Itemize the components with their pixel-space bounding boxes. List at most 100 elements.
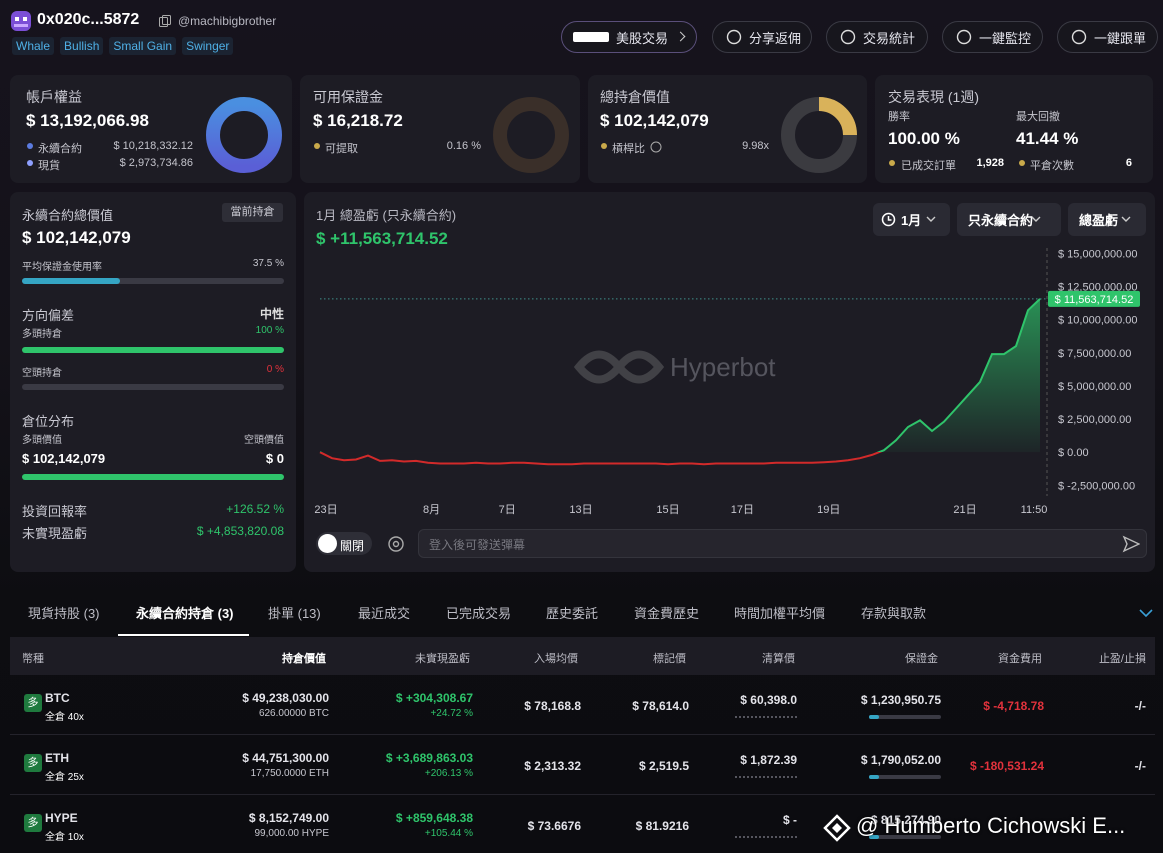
tag[interactable]: Whale [12,37,55,55]
x-tick-label: 8月 [423,504,440,516]
collapse-icon[interactable] [1139,608,1153,618]
donut [781,97,857,173]
tab[interactable]: 歷史委託 [546,606,599,621]
card-title: 帳戶權益 [26,89,82,105]
side-badge: 多 [24,754,42,772]
header-button[interactable]: 分享返佣 [712,21,812,53]
scope-select[interactable]: 只永續合約 [957,203,1061,236]
header-button[interactable]: 一鍵監控 [942,21,1043,53]
y-tick-label: $ 10,000,000.00 [1058,315,1138,327]
panel-value: $ 102,142,079 [22,228,131,247]
button-label: 分享返佣 [749,30,802,46]
metric-select[interactable]: 總盈虧 [1068,203,1146,236]
pnl-percent: +24.72 % [430,708,473,719]
dist-label: 空頭價值 [244,435,284,446]
tab[interactable]: 時間加權平均價 [734,606,826,621]
button-label: 一鍵監控 [979,30,1032,46]
message-input[interactable]: 登入後可發送彈幕 [418,529,1147,558]
long-label: 多頭持倉 [22,329,62,340]
leverage: 全倉 40x [45,712,84,723]
x-tick-label: 19日 [817,504,840,516]
tag[interactable]: Swinger [182,37,234,55]
card-value: $ 13,192,066.98 [26,111,149,130]
liq-underline [735,776,797,778]
dist-bar [22,474,284,480]
tab[interactable]: 已完成交易 [446,606,512,621]
margin: $ 1,230,950.75 [860,693,941,707]
header-button[interactable]: 美股交易 [561,21,697,53]
table-header [10,637,1155,675]
row-divider [10,794,1155,795]
header-button[interactable]: 一鍵跟單 [1057,21,1158,53]
handle: @machibigbrother [178,14,277,28]
period-select[interactable]: 1月 [873,203,950,236]
long-value: 100 % [255,325,284,336]
help-icon[interactable] [650,141,662,153]
funding: $ -180,531.24 [969,759,1044,773]
margin-bar [869,835,941,839]
mark-price: $ 2,519.5 [638,759,689,773]
margin-bar-fill [869,775,879,779]
row-label: 現貨 [38,160,60,172]
settings-icon[interactable] [387,535,405,553]
tab[interactable]: 掛單 (13) [268,606,321,621]
chart-watermark: Hyperbot [670,352,776,382]
stat-value: 1,928 [976,157,1004,169]
short-label: 空頭持倉 [22,368,62,379]
card-title: 交易表現 (1週) [888,89,979,105]
short-value: 0 % [266,364,284,375]
tab[interactable]: 資金費歷史 [634,606,700,621]
select-text: 只永續合約 [968,213,1034,228]
tab[interactable]: 現貨持股 (3) [28,606,100,621]
tab-underline [118,634,249,636]
column-header[interactable]: 幣種 [22,653,44,665]
long-bar [22,347,284,353]
entry-price: $ 2,313.32 [524,759,581,773]
upnl-label: 未實現盈虧 [22,526,88,541]
tab[interactable]: 永續合約持倉 (3) [136,606,234,621]
column-header[interactable]: 止盈/止損 [1098,653,1146,665]
liq-underline [735,836,797,838]
x-tick-label: 15日 [656,504,679,516]
column-header[interactable]: 入場均價 [534,653,578,665]
toggle-label: 關閉 [340,539,365,553]
section-title: 倉位分布 [22,414,75,429]
row-label: 可提取 [325,143,358,155]
tab[interactable]: 存款與取款 [861,606,927,621]
tag[interactable]: Small Gain [109,37,177,55]
stat-value: 6 [1125,157,1132,169]
y-tick-label: $ 2,500,000.00 [1058,414,1131,426]
tag[interactable]: Bullish [60,37,104,55]
symbol: HYPE [45,811,78,825]
row-value: $ 10,218,332.12 [113,140,193,152]
column-header[interactable]: 清算價 [762,653,795,665]
x-tick-label: 23日 [314,504,337,516]
select-text: 總盈虧 [1079,213,1119,228]
column-header[interactable]: 資金費用 [998,653,1042,665]
column-header[interactable]: 標記價 [653,653,686,665]
unrealized-pnl: $ +859,648.38 [395,811,473,825]
copy-icon[interactable] [158,14,172,28]
dist-label: 多頭價值 [22,435,62,446]
watermark-logo [573,350,665,384]
x-tick-label: 7日 [499,504,516,516]
header-button[interactable]: 交易統計 [826,21,928,53]
position-value: $ 8,152,749.00 [248,811,329,825]
leverage: 全倉 25x [45,772,84,783]
input-placeholder: 登入後可發送彈幕 [429,538,526,552]
column-header[interactable]: 保證金 [905,653,938,665]
performance-card [875,75,1153,183]
side-badge: 多 [24,814,42,832]
upnl-value: $ +4,853,820.08 [196,524,284,538]
stat-label: 勝率 [888,111,910,123]
button-icon [840,29,856,45]
tab[interactable]: 最近成交 [358,606,411,621]
entry-price: $ 78,168.8 [524,699,581,713]
column-header[interactable]: 未實現盈虧 [415,653,470,665]
symbol: BTC [45,691,70,705]
entry-price: $ 73.6676 [527,819,581,833]
toggle[interactable]: 關閉 [316,532,372,555]
column-header[interactable]: 持倉價值 [282,653,326,665]
short-bar [22,384,284,390]
